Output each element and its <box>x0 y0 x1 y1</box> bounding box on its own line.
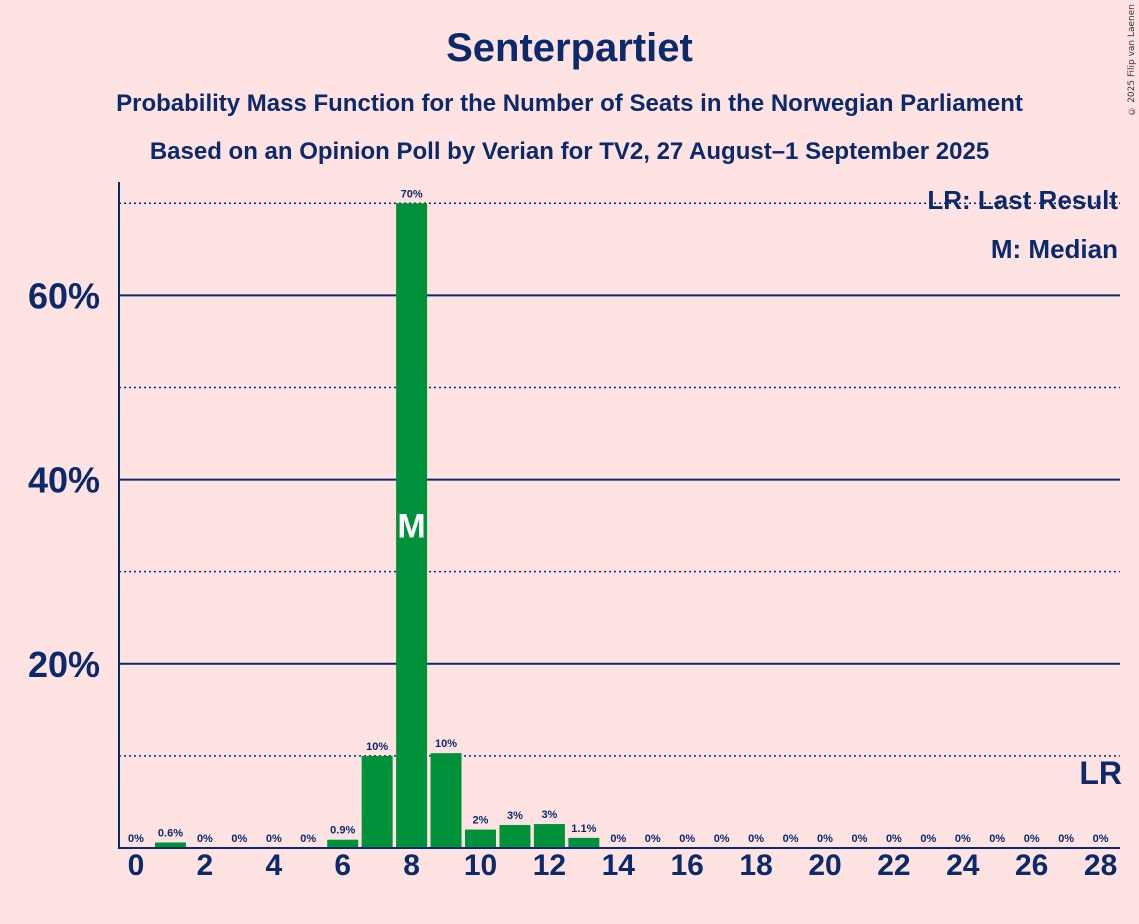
chart-title: Senterpartiet <box>446 26 693 70</box>
bar-label-seat-8: 70% <box>401 188 423 200</box>
bar-label-seat-22: 0% <box>886 833 902 845</box>
bar-label-seat-2: 0% <box>197 833 213 845</box>
bar-label-seat-20: 0% <box>817 833 833 845</box>
bar-seat-1 <box>154 842 186 848</box>
last-result-marker: LR <box>1079 755 1122 791</box>
bar-label-seat-19: 0% <box>783 833 799 845</box>
bar-seat-8 <box>396 203 428 848</box>
bar-label-seat-1: 0.6% <box>158 827 183 839</box>
bar-label-seat-13: 1.1% <box>571 823 596 835</box>
bars <box>154 203 600 848</box>
x-tick-label-20: 20 <box>808 849 841 882</box>
bar-label-seat-21: 0% <box>851 833 867 845</box>
legend-median: M: Median <box>991 234 1118 264</box>
bar-seat-6 <box>327 839 359 848</box>
x-tick-label-12: 12 <box>533 849 566 882</box>
x-tick-label-22: 22 <box>877 849 910 882</box>
bar-label-seat-28: 0% <box>1093 833 1109 845</box>
x-tick-label-4: 4 <box>265 849 282 882</box>
bar-value-labels: 0% 0.6% 0% 0% 0% 0% 0.9% 10% 70% 10% 2% 3% 3% 1.1% 0% 0… <box>128 188 1109 845</box>
bar-label-seat-3: 0% <box>231 833 247 845</box>
bar-seat-7 <box>361 755 393 848</box>
bar-label-seat-23: 0% <box>920 833 936 845</box>
grid-lines <box>119 202 1120 757</box>
legend-last-result: LR: Last Result <box>927 185 1118 215</box>
bar-seat-11 <box>499 824 531 848</box>
x-tick-label-10: 10 <box>464 849 497 882</box>
bar-seat-10 <box>465 829 496 848</box>
bar-label-seat-11: 3% <box>507 810 523 822</box>
bar-seat-12 <box>533 824 565 848</box>
chart-subtitle-2: Based on an Opinion Poll by Verian for T… <box>149 138 990 165</box>
x-tick-label-26: 26 <box>1015 849 1048 882</box>
x-tick-label-0: 0 <box>128 849 145 882</box>
bar-label-seat-12: 3% <box>541 809 557 821</box>
x-tick-label-16: 16 <box>671 849 704 882</box>
x-axis-ticks: 0 2 4 6 8 10 12 14 16 18 20 22 24 26 28 <box>128 849 1118 882</box>
bar-label-seat-16: 0% <box>679 833 695 845</box>
x-tick-label-24: 24 <box>946 849 980 882</box>
bar-seat-9 <box>430 753 462 848</box>
x-tick-label-18: 18 <box>739 849 772 882</box>
bar-label-seat-0: 0% <box>128 833 144 845</box>
y-tick-label-60: 60% <box>28 275 100 316</box>
bar-seat-13 <box>568 837 600 848</box>
bar-label-seat-10: 2% <box>473 815 489 827</box>
bar-label-seat-7: 10% <box>366 741 388 753</box>
x-tick-label-28: 28 <box>1084 849 1117 882</box>
x-tick-label-14: 14 <box>602 849 636 882</box>
bar-label-seat-6: 0.9% <box>330 825 355 837</box>
chart-subtitle-1: Probability Mass Function for the Number… <box>116 90 1023 117</box>
x-tick-label-8: 8 <box>403 849 420 882</box>
bar-label-seat-14: 0% <box>610 833 626 845</box>
bar-label-seat-26: 0% <box>1024 833 1040 845</box>
x-tick-label-2: 2 <box>197 849 214 882</box>
bar-label-seat-5: 0% <box>300 833 316 845</box>
x-tick-label-6: 6 <box>334 849 351 882</box>
bar-label-seat-25: 0% <box>989 833 1005 845</box>
y-tick-label-20: 20% <box>28 644 100 685</box>
bar-label-seat-27: 0% <box>1058 833 1074 845</box>
median-marker: M <box>397 508 425 546</box>
y-tick-label-40: 40% <box>28 460 100 501</box>
bar-label-seat-18: 0% <box>748 833 764 845</box>
bar-label-seat-17: 0% <box>714 833 730 845</box>
y-axis-ticks: 20% 40% 60% <box>28 275 100 684</box>
bar-label-seat-4: 0% <box>266 833 282 845</box>
bar-label-seat-24: 0% <box>955 833 971 845</box>
markers: M LR <box>397 508 1122 791</box>
bar-label-seat-15: 0% <box>645 833 661 845</box>
bar-label-seat-9: 10% <box>435 738 457 750</box>
